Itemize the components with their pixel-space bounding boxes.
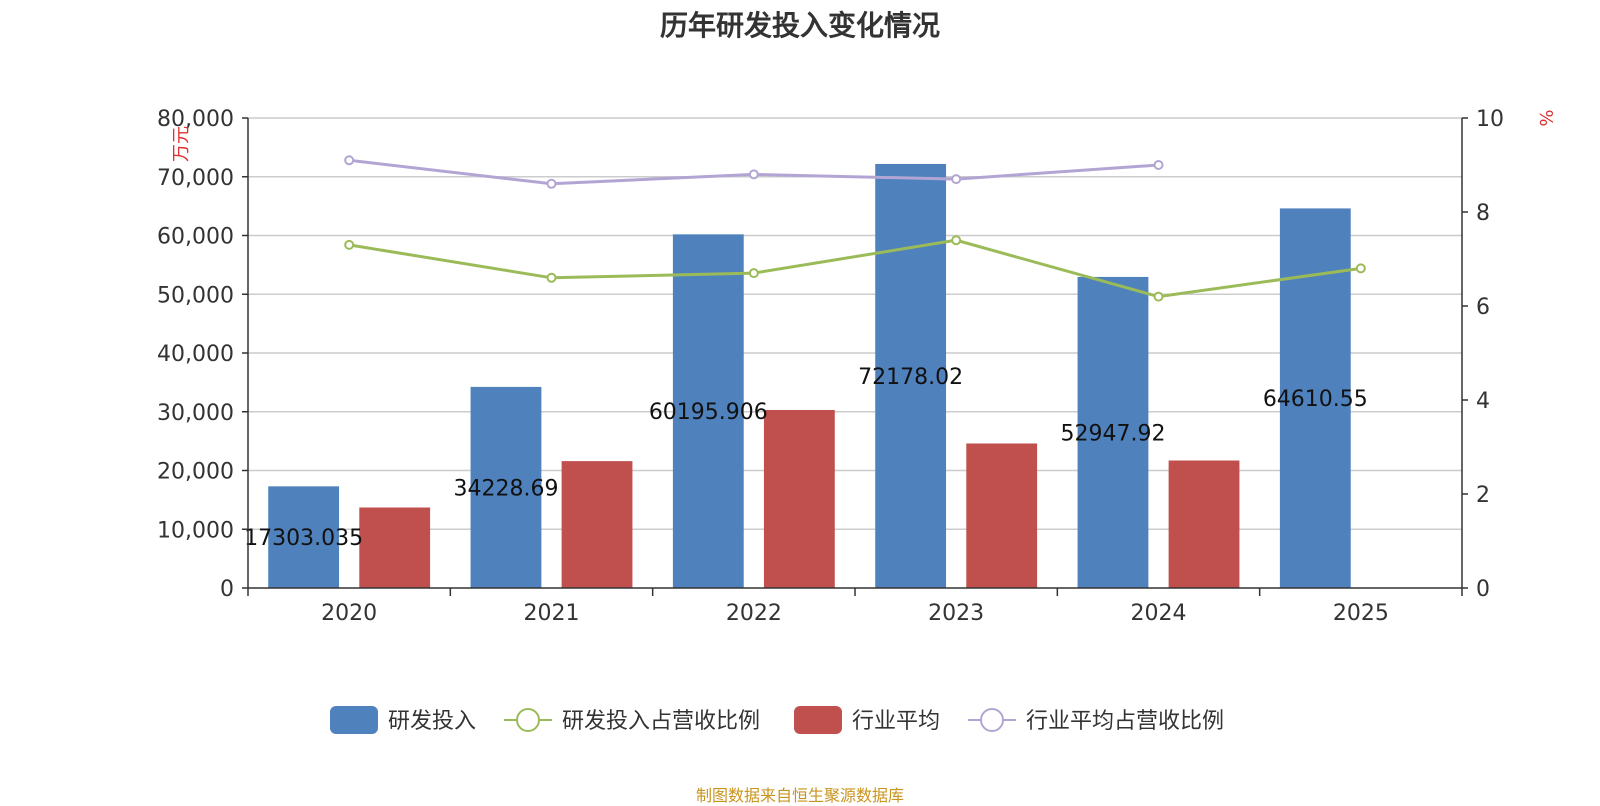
left-axis-tick-label: 80,000: [157, 107, 234, 132]
bar-industry: [359, 507, 431, 588]
bar-rd: [672, 234, 744, 588]
bar-rd: [875, 163, 947, 588]
bar-value-label: 34228.69: [453, 476, 558, 501]
bar-industry: [1168, 460, 1240, 588]
line-point: [1153, 160, 1164, 170]
bar-value-label: 72178.02: [858, 365, 963, 390]
left-axis-tick-label: 20,000: [157, 460, 234, 485]
left-axis-tick-label: 0: [220, 577, 234, 602]
left-axis-tick-label: 30,000: [157, 401, 234, 426]
legend-swatch-marker: [516, 708, 540, 732]
legend-label: 行业平均: [852, 709, 940, 734]
labels-layer: 17303.035 34228.69 60195.906 72178.02 52947.…: [244, 365, 1368, 551]
chart-title: 历年研发投入变化情况: [659, 9, 940, 42]
bar-rd: [1077, 276, 1149, 588]
line-point: [546, 178, 557, 189]
legend-label: 行业平均占营收比例: [1026, 709, 1224, 734]
lines-layer: [344, 155, 1366, 302]
legend-label: 研发投入: [388, 709, 476, 734]
x-axis-tick-label: 2020: [321, 601, 377, 626]
line-point: [951, 174, 962, 185]
right-axis-tick-label: 2: [1476, 483, 1490, 508]
line-point: [1153, 291, 1164, 302]
right-axis-tick-label: 4: [1476, 389, 1490, 414]
x-axis-tick-label: 2024: [1131, 601, 1187, 626]
legend-swatch-marker: [980, 708, 1004, 732]
x-axis-tick-label: 2023: [928, 601, 984, 626]
line-point: [344, 239, 355, 250]
bars-layer: [268, 163, 1351, 588]
legend-swatch-bar: [330, 706, 378, 734]
line-point: [951, 235, 962, 246]
bar-industry: [763, 409, 835, 588]
x-axis-tick-label: 2021: [524, 601, 580, 626]
bar-value-label: 17303.035: [244, 526, 363, 551]
left-axis-tick-label: 70,000: [157, 166, 234, 191]
bar-rd: [470, 386, 542, 588]
left-axis-tick-label: 40,000: [157, 342, 234, 367]
left-axis-tick-label: 10,000: [157, 518, 234, 543]
line-rd-ratio: [348, 238, 1362, 299]
line-point: [1355, 263, 1366, 274]
bar-industry: [561, 461, 633, 588]
left-axis-unit: 万元: [171, 126, 192, 162]
bar-rd: [268, 486, 340, 588]
grid-layer: [248, 117, 1462, 530]
right-axis-tick-label: 6: [1476, 295, 1490, 320]
line-point: [748, 169, 759, 180]
left-axis-tick-label: 60,000: [157, 225, 234, 250]
axes-layer: 0 10,000 20,000 30,000 40,000 50,000 60,000 70,…: [157, 107, 1556, 626]
legend-swatch-bar: [794, 706, 842, 734]
line-point: [344, 155, 355, 166]
left-axis-tick-label: 50,000: [157, 283, 234, 308]
line-point: [748, 268, 759, 279]
x-axis-tick-label: 2025: [1333, 601, 1389, 626]
bar-value-label: 60195.906: [649, 400, 768, 425]
bar-industry: [966, 443, 1038, 588]
line-point: [546, 272, 557, 283]
right-axis-tick-label: 0: [1476, 577, 1490, 602]
right-axis-tick-label: 10: [1476, 107, 1504, 132]
legend: 研发投入 研发投入占营收比例 行业平均 行业平均占营收比例: [330, 706, 1224, 734]
legend-label: 研发投入占营收比例: [562, 709, 760, 734]
right-axis-tick-label: 8: [1476, 201, 1490, 226]
bar-value-label: 52947.92: [1060, 421, 1165, 446]
source-note: 制图数据来自恒生聚源数据库: [695, 786, 904, 805]
bar-value-label: 64610.55: [1263, 387, 1368, 412]
x-axis-tick-label: 2022: [726, 601, 782, 626]
right-axis-unit: %: [1535, 109, 1556, 126]
